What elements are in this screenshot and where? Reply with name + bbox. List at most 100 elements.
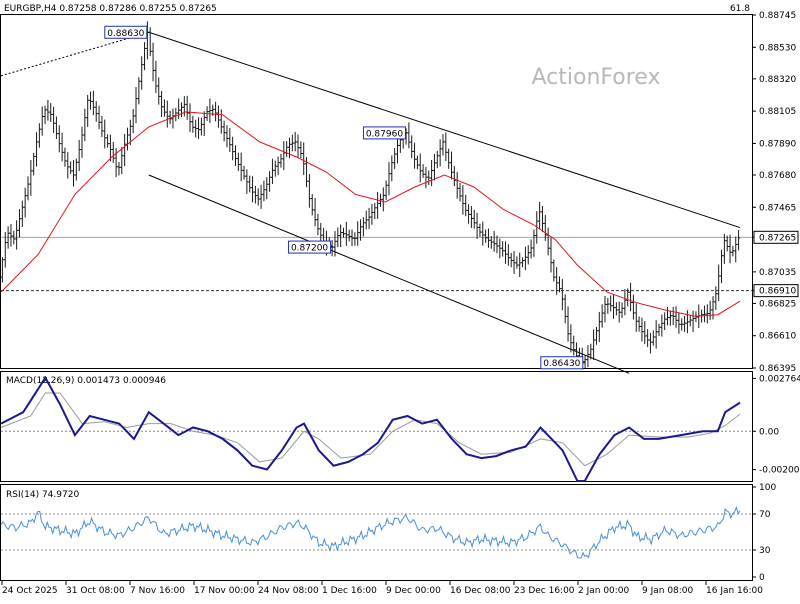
ohlc-bar — [393, 148, 397, 169]
y-tick-label: 0.86910 — [759, 287, 796, 297]
rsi-tick-label: 70 — [759, 510, 771, 520]
price-annotation-2: 0.87200 — [288, 240, 334, 254]
ohlc-bar — [265, 177, 269, 200]
ohlc-bar — [731, 245, 735, 257]
ohlc-bar — [199, 117, 203, 136]
ohlc-bar — [702, 305, 706, 323]
ohlc-bar — [671, 306, 675, 326]
ohlc-bar — [216, 105, 220, 128]
ohlc-bar — [37, 123, 41, 148]
y-tick-label: 0.86395 — [759, 364, 796, 374]
axis-layer: 0.88745 0.88530 0.88320 0.88105 0.87890 0.876… — [1, 11, 800, 596]
rsi-tick-label: 0 — [759, 573, 765, 583]
ohlc-bar — [563, 294, 567, 324]
ohlc-bar — [143, 42, 147, 71]
y-tick-label: 0.88745 — [759, 11, 796, 21]
ohlc-bar — [529, 239, 533, 259]
ohlc-bar — [293, 131, 297, 152]
ohlc-bar — [668, 310, 672, 326]
ohlc-bar — [117, 162, 121, 176]
ohlc-bar — [222, 120, 226, 142]
ohlc-bar — [52, 106, 56, 134]
ohlc-bar — [165, 100, 169, 128]
ohlc-bar — [623, 289, 627, 316]
x-tick-label: 23 Dec 16:00 — [514, 586, 575, 596]
macd-signal-line — [0, 392, 741, 467]
ohlc-bar — [12, 230, 16, 245]
ohlc-bar — [484, 229, 488, 243]
ohlc-bar — [3, 232, 7, 268]
ohlc-bar — [17, 209, 21, 238]
ohlc-bar — [316, 213, 320, 236]
ohlc-bar — [151, 42, 155, 82]
symbol-ohlc-header: EURGBP,H4 0.87258 0.87286 0.87255 0.8726… — [4, 4, 217, 14]
ohlc-bar — [629, 282, 633, 312]
ohlc-bar — [708, 300, 712, 321]
ohlc-bar — [640, 317, 644, 342]
ohlc-bar — [131, 108, 135, 134]
ohlc-bar — [23, 187, 27, 218]
ohlc-bar — [251, 176, 255, 203]
ohlc-bar — [120, 146, 124, 175]
ohlc-bar — [725, 235, 729, 252]
ohlc-bar — [720, 249, 724, 284]
ohlc-bar — [583, 355, 587, 369]
ohlc-bar — [464, 194, 468, 217]
current-price-tag — [753, 230, 799, 244]
ohlc-bar — [370, 203, 374, 225]
ohlc-bar — [626, 288, 630, 307]
ohlc-bar — [66, 152, 70, 179]
price-annotation-0: 0.88630 — [104, 25, 149, 39]
ohlc-bar — [168, 110, 172, 125]
ohlc-bar — [182, 96, 186, 117]
ohlc-bar — [40, 106, 44, 136]
macd-tick-label: 0.002764 — [759, 374, 800, 384]
x-tick-label: 1 Dec 16:00 — [322, 586, 377, 596]
ohlc-bar — [597, 311, 601, 343]
ohlc-bar — [344, 221, 348, 246]
ohlc-bar — [339, 224, 343, 248]
ohlc-bar — [432, 154, 436, 181]
ohlc-bar — [15, 220, 19, 250]
ohlc-bar — [498, 238, 502, 259]
ohlc-bar — [691, 310, 695, 333]
ohlc-bar — [123, 133, 127, 167]
channel-upper-extension — [0, 31, 149, 77]
ohlc-bar — [262, 180, 266, 202]
ohlc-bar — [413, 142, 417, 169]
moving-average-line — [0, 111, 741, 317]
rsi-line — [0, 506, 741, 559]
ohlc-bar — [538, 201, 542, 230]
ohlc-bar — [663, 312, 667, 331]
ohlc-bar — [481, 221, 485, 246]
ohlc-bar — [666, 306, 670, 326]
ohlc-bar — [458, 182, 462, 202]
ohlc-bar — [452, 166, 456, 186]
ohlc-bar — [162, 99, 166, 117]
ohlc-bar — [515, 256, 519, 269]
ohlc-bar — [128, 119, 132, 146]
macd-title: MACD(12,26,9) 0.001473 0.000946 — [6, 376, 166, 386]
ohlc-bar — [77, 139, 81, 172]
ohlc-bar — [111, 142, 115, 163]
y-tick-label: 0.87465 — [759, 203, 796, 213]
ohlc-bar — [631, 294, 635, 320]
ohlc-bar — [651, 330, 655, 346]
ohlc-bar — [341, 227, 345, 238]
ohlc-bar — [447, 148, 451, 169]
ohlc-bar — [461, 185, 465, 215]
ohlc-bar — [191, 115, 195, 133]
ohlc-bar — [603, 295, 607, 323]
price-annotation-3: 0.86430 — [540, 356, 585, 370]
ohlc-bar — [714, 286, 718, 310]
ohlc-bar — [381, 187, 385, 212]
ohlc-bar — [552, 259, 556, 282]
ohlc-bar — [233, 145, 237, 166]
ohlc-bar — [495, 235, 499, 254]
ohlc-bar — [683, 315, 687, 332]
rsi-panel-frame — [0, 484, 753, 581]
annotation-label: 0.88630 — [107, 29, 144, 39]
ohlc-bar — [472, 209, 476, 229]
